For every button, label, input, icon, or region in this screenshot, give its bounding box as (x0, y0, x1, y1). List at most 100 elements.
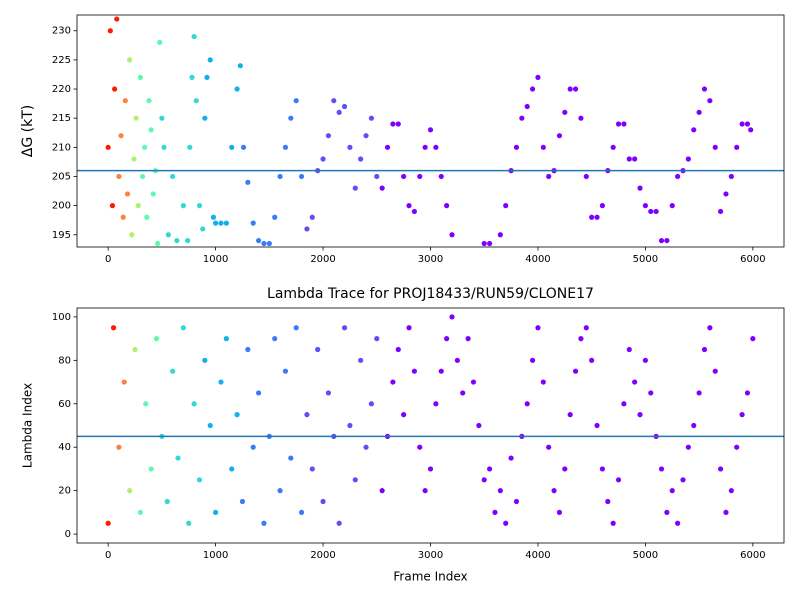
point (157, 39, 163, 45)
point (124, 191, 131, 197)
point (556, 133, 563, 139)
point (164, 498, 170, 505)
point (546, 173, 552, 180)
x-tick-label: 4000 (525, 254, 550, 265)
point (200, 226, 206, 232)
point (127, 488, 133, 494)
point (282, 368, 289, 374)
point (384, 144, 391, 150)
point (632, 156, 638, 162)
point (594, 214, 600, 220)
point (610, 520, 616, 526)
point (309, 214, 315, 220)
x-tick-label: 3000 (418, 254, 443, 265)
point (707, 325, 713, 331)
point (508, 455, 514, 461)
point (621, 121, 627, 127)
point (187, 144, 193, 150)
point (642, 203, 648, 209)
point (131, 156, 137, 162)
y-tick-label: 200 (52, 201, 71, 212)
point (685, 156, 691, 162)
point (390, 121, 396, 127)
point (245, 346, 251, 353)
point (180, 203, 186, 209)
point (712, 144, 718, 150)
point (120, 214, 126, 220)
point (347, 144, 353, 150)
point (298, 509, 305, 515)
point (186, 520, 192, 526)
point (110, 325, 117, 331)
point (540, 379, 546, 385)
x-tick-label: 0 (105, 550, 111, 561)
point (707, 98, 713, 104)
point (438, 368, 444, 374)
point (175, 455, 181, 461)
point (272, 214, 278, 220)
y-tick-label: 215 (52, 113, 71, 124)
point (174, 237, 180, 244)
point (567, 412, 573, 418)
point (718, 466, 724, 472)
point (551, 488, 557, 494)
point (433, 144, 439, 150)
point (519, 115, 525, 121)
point (460, 390, 466, 396)
point (615, 477, 622, 483)
point (288, 455, 294, 461)
point (675, 173, 681, 180)
point (610, 144, 616, 150)
point (701, 86, 708, 92)
point (503, 203, 509, 209)
point (562, 109, 568, 115)
point (513, 498, 520, 505)
point (213, 509, 219, 515)
point (165, 232, 171, 238)
point (207, 57, 213, 63)
point (748, 127, 754, 133)
point (390, 379, 396, 385)
y-tick-label: 20 (58, 486, 71, 497)
x-tick-label: 2000 (310, 254, 335, 265)
point (395, 346, 401, 353)
point (486, 466, 493, 472)
point (664, 509, 670, 515)
point (282, 144, 289, 150)
point (728, 173, 734, 180)
point (142, 144, 148, 150)
point (121, 379, 127, 385)
point (583, 173, 589, 180)
point (696, 109, 702, 115)
point (137, 509, 143, 515)
point (529, 357, 536, 363)
point (325, 133, 332, 139)
x-tick-label: 1000 (203, 254, 228, 265)
point (739, 121, 745, 127)
point (492, 509, 498, 515)
point (137, 74, 143, 80)
point (336, 520, 342, 526)
point (191, 33, 197, 40)
point (240, 144, 247, 150)
point (250, 220, 256, 226)
point (298, 173, 305, 180)
x-tick-label: 1000 (203, 550, 228, 561)
point (734, 144, 740, 150)
y-tick-label: 80 (58, 355, 71, 366)
point (578, 115, 584, 121)
point (234, 412, 240, 418)
y-axis-label: ΔG (kT) (20, 105, 36, 157)
point (583, 325, 589, 331)
point (744, 390, 751, 396)
point (237, 63, 243, 69)
point (116, 444, 122, 450)
point (540, 144, 546, 150)
point (189, 74, 195, 80)
y-tick-label: 195 (52, 230, 71, 241)
point (658, 466, 665, 472)
point (105, 520, 111, 526)
point (465, 336, 471, 342)
point (642, 357, 648, 363)
point (255, 390, 262, 396)
